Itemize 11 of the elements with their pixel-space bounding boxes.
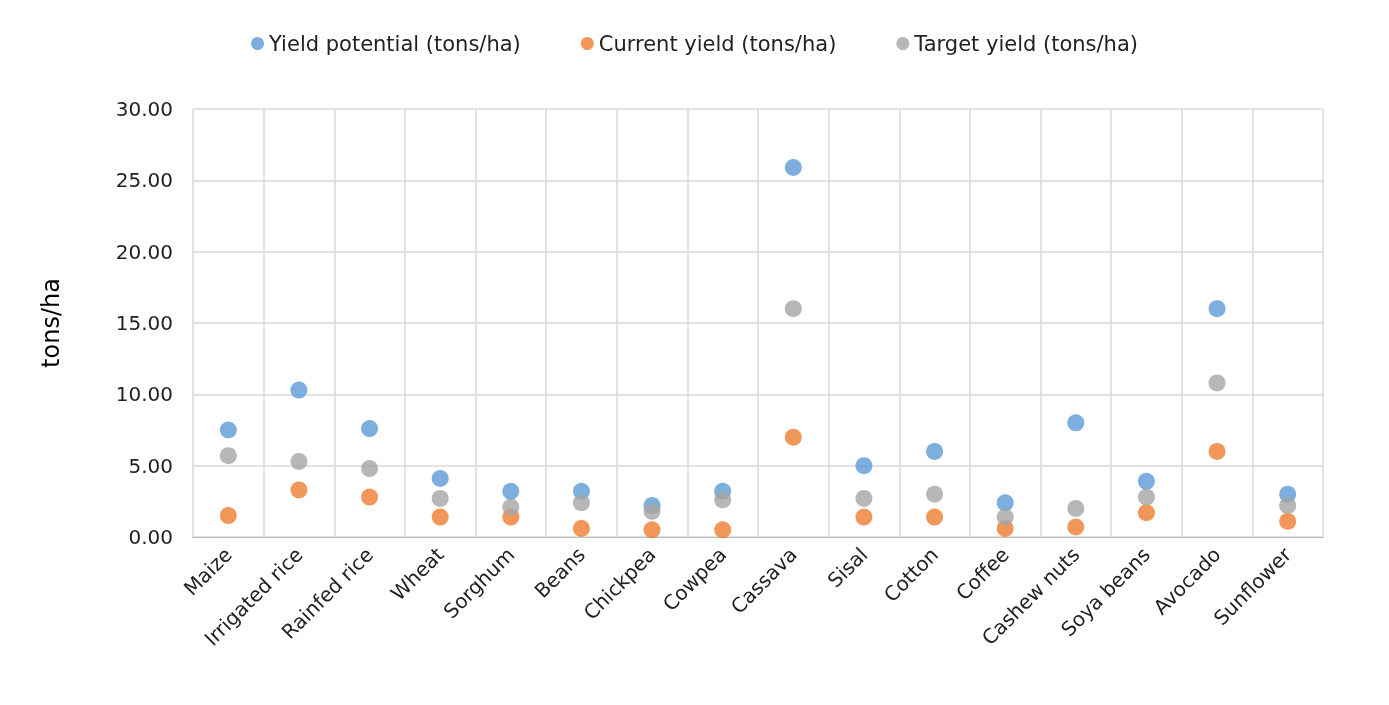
y-tick-label: 30.00 (115, 97, 173, 121)
y-tick-label: 5.00 (128, 453, 173, 478)
y-tick-label: 10.00 (115, 382, 173, 407)
y-tick-label: 0.00 (128, 525, 173, 549)
y-tick-label: 20.00 (115, 239, 173, 264)
y-tick-label: 15.00 (115, 311, 173, 335)
legend-label: Current yield (tons/ha) (598, 31, 837, 56)
legend-label: Target yield (tons/ha) (913, 31, 1138, 56)
y-axis-title: tons/ha (37, 278, 65, 368)
y-tick-label: 25.00 (115, 168, 173, 193)
legend-label: Yield potential (tons/ha) (268, 31, 521, 56)
